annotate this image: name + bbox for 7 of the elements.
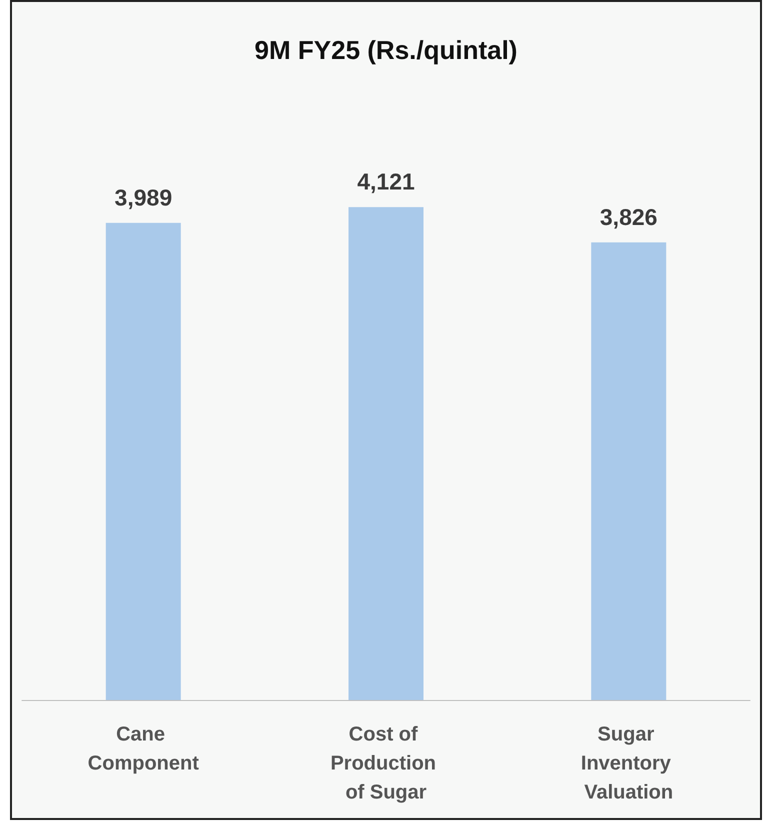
data-label: 3,826: [600, 204, 658, 230]
data-label: 3,989: [114, 184, 172, 210]
x-tick-label: Sugar Inventory Valuation: [580, 724, 676, 804]
x-tick-label: Cost of Production of Sugar: [330, 724, 442, 804]
data-label: 4,121: [357, 168, 415, 195]
chart-title: 9M FY25 (Rs./quintal): [254, 35, 518, 65]
x-tick-label: Cane Component: [88, 724, 200, 774]
